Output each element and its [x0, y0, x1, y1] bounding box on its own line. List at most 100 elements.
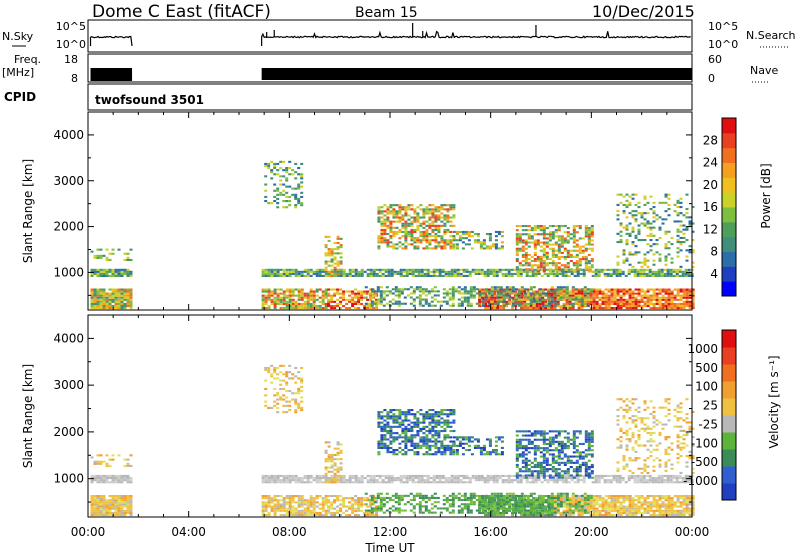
colorbar-swatch [722, 118, 736, 134]
power-cell [377, 212, 381, 215]
power-cell [577, 298, 581, 301]
power-cell [520, 300, 524, 303]
power-cell [339, 270, 343, 273]
power-cell [499, 296, 503, 299]
velocity-cell [621, 477, 625, 480]
power-cell [398, 210, 402, 213]
power-cell [114, 274, 118, 277]
power-cell [410, 235, 414, 238]
velocity-cell [628, 507, 632, 510]
power-cell [616, 261, 620, 264]
velocity-cell [487, 495, 491, 498]
power-cell [560, 251, 564, 254]
power-cell [495, 274, 499, 277]
velocity-cell [421, 511, 425, 514]
power-cell [351, 296, 355, 299]
power-cell [643, 195, 647, 198]
velocity-cell [664, 497, 668, 500]
power-cell [342, 270, 346, 273]
velocity-cell [450, 477, 454, 480]
power-cell [514, 294, 518, 297]
velocity-cell [679, 514, 683, 517]
velocity-cell [315, 474, 319, 477]
power-cell [264, 162, 268, 165]
power-cell [679, 288, 683, 291]
velocity-cell [285, 474, 289, 477]
power-cell [560, 243, 564, 246]
velocity-cell [495, 474, 499, 477]
velocity-cell [586, 501, 590, 504]
power-cell [500, 235, 504, 238]
power-cell [102, 305, 106, 308]
power-cell [273, 167, 277, 170]
power-cell [309, 268, 313, 271]
power-cell [427, 292, 431, 295]
velocity-cell [628, 503, 632, 506]
power-cell [667, 302, 671, 305]
power-cell [428, 239, 432, 242]
power-cell [330, 305, 334, 308]
power-cell [99, 290, 103, 293]
power-cell [413, 216, 417, 219]
power-cell [270, 202, 274, 205]
power-cell [351, 270, 355, 273]
power-cell [261, 268, 265, 271]
power-cell [303, 292, 307, 295]
power-cell [267, 162, 271, 165]
velocity-cell [636, 477, 640, 480]
velocity-cell [633, 474, 637, 477]
power-cell [530, 227, 534, 230]
power-cell [410, 239, 414, 242]
power-cell [622, 195, 626, 198]
power-cell [679, 197, 683, 200]
power-cell [640, 296, 644, 299]
velocity-cell [354, 509, 358, 512]
velocity-cell [369, 474, 373, 477]
power-cell [660, 272, 664, 275]
power-cell [495, 270, 499, 273]
power-cell [376, 302, 380, 305]
power-cell [416, 224, 420, 227]
velocity-cell [484, 511, 488, 514]
power-cell [514, 305, 518, 308]
power-cell [539, 225, 543, 228]
velocity-cell [324, 514, 328, 517]
velocity-cell [439, 507, 443, 510]
power-cell [535, 296, 539, 299]
velocity-cell [309, 477, 313, 480]
power-cell [664, 230, 668, 233]
power-cell [529, 288, 533, 291]
velocity-cell [637, 507, 641, 510]
velocity-cell [655, 503, 659, 506]
velocity-cell [441, 477, 445, 480]
power-cell [521, 245, 525, 248]
power-cell [117, 307, 121, 310]
velocity-cell [285, 481, 289, 484]
velocity-cell [505, 507, 509, 510]
power-cell [444, 272, 448, 275]
velocity-cell [345, 497, 349, 500]
velocity-cell [382, 496, 386, 499]
power-cell [505, 296, 509, 299]
power-cell [285, 305, 289, 308]
power-cell [534, 268, 538, 271]
power-cell [595, 307, 599, 310]
power-cell [473, 233, 477, 236]
power-cell [464, 230, 468, 233]
velocity-cell [126, 509, 130, 512]
power-cell [383, 233, 387, 236]
power-cell [413, 218, 417, 221]
power-cell [559, 292, 563, 295]
velocity-cell [645, 474, 649, 477]
velocity-cell [688, 509, 692, 512]
velocity-cell [108, 501, 112, 504]
power-cell [679, 212, 683, 215]
power-cell [551, 262, 555, 265]
power-cell [622, 290, 626, 293]
power-cell [523, 302, 527, 305]
power-cell [449, 204, 453, 207]
power-cell [520, 296, 524, 299]
velocity-cell [597, 481, 601, 484]
velocity-cell [336, 481, 340, 484]
power-cell [479, 247, 483, 250]
